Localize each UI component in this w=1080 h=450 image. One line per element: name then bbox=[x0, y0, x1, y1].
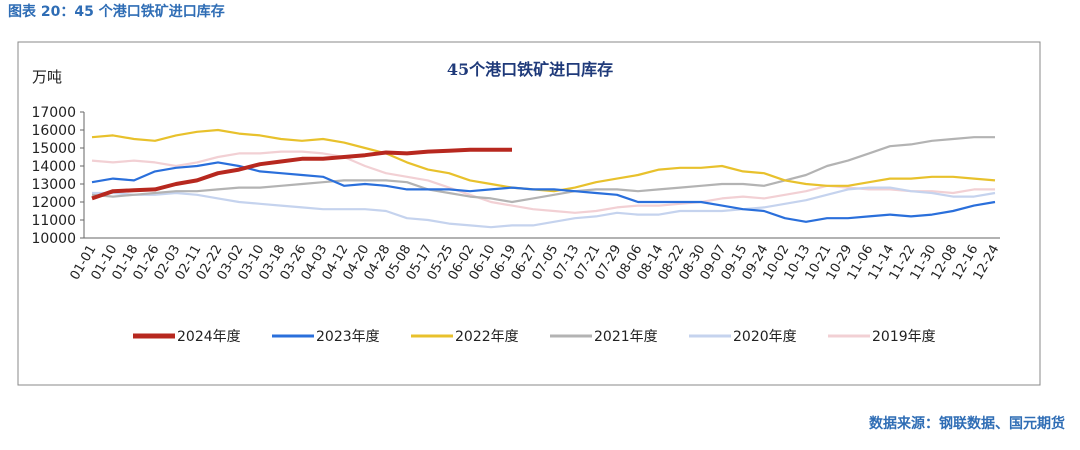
y-tick-label: 12000 bbox=[31, 195, 76, 211]
y-axis-label: 万吨 bbox=[32, 68, 62, 86]
y-tick-label: 15000 bbox=[31, 141, 76, 157]
y-tick-label: 14000 bbox=[31, 159, 76, 175]
legend-label: 2020年度 bbox=[733, 329, 797, 345]
y-tick-label: 11000 bbox=[31, 213, 76, 229]
y-tick-label: 13000 bbox=[31, 177, 76, 193]
y-tick-label: 17000 bbox=[31, 105, 76, 121]
series-line bbox=[91, 136, 995, 204]
series-line bbox=[92, 186, 996, 229]
chart-frame bbox=[17, 41, 1041, 386]
y-tick-label: 10000 bbox=[31, 231, 76, 247]
legend-label: 2022年度 bbox=[455, 329, 519, 345]
legend-label: 2024年度 bbox=[177, 329, 241, 345]
y-tick-label: 16000 bbox=[31, 123, 76, 139]
series-line bbox=[91, 128, 996, 193]
legend-label: 2019年度 bbox=[872, 329, 936, 345]
caption: 图表 20：45 个港口铁矿进口库存 bbox=[8, 3, 225, 20]
series-line bbox=[91, 147, 512, 201]
legend-label: 2021年度 bbox=[594, 329, 658, 345]
source: 数据来源：钢联数据、国元期货 bbox=[869, 415, 1065, 432]
series-line bbox=[91, 150, 995, 214]
legend-label: 2023年度 bbox=[316, 329, 380, 345]
chart-title: 45个港口铁矿进口库存 bbox=[447, 60, 613, 79]
